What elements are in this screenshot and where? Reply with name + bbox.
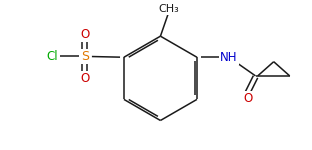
Text: O: O (80, 28, 90, 41)
Text: O: O (243, 92, 252, 105)
Text: O: O (80, 72, 90, 85)
Text: Cl: Cl (46, 50, 58, 63)
Text: NH: NH (220, 51, 238, 64)
Text: S: S (81, 50, 89, 63)
Text: CH₃: CH₃ (158, 4, 179, 14)
